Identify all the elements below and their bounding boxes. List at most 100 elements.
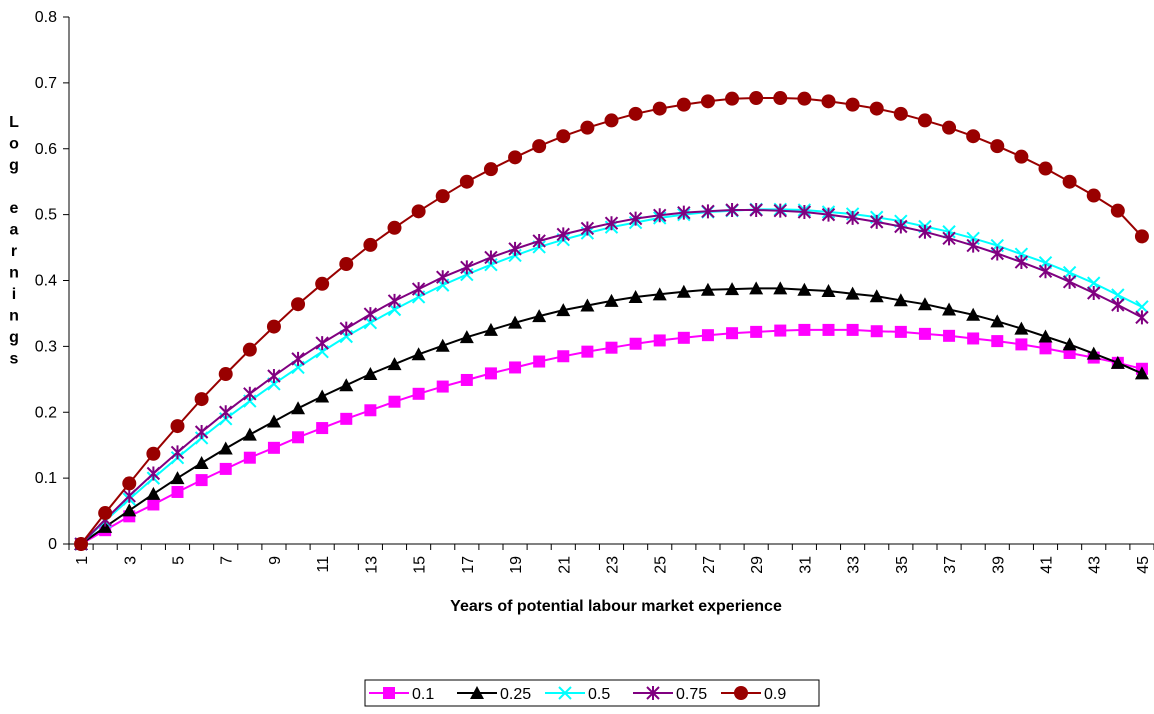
data-point <box>194 455 209 469</box>
data-point <box>676 97 691 112</box>
x-tick-label: 3 <box>122 556 139 565</box>
data-point <box>194 425 209 440</box>
data-point <box>894 325 907 338</box>
legend-item-0.5: 0.5 <box>545 686 610 703</box>
data-point <box>219 405 233 420</box>
data-point <box>556 129 571 144</box>
data-point <box>967 332 980 345</box>
x-tick-label: 29 <box>749 556 766 574</box>
data-point <box>750 325 763 338</box>
data-point <box>484 367 497 380</box>
data-point <box>363 237 378 252</box>
data-point <box>1038 329 1053 343</box>
data-point <box>267 441 280 454</box>
y-axis-label-letter: o <box>9 136 19 153</box>
legend-item-0.9: 0.9 <box>721 686 786 703</box>
data-point <box>459 174 474 189</box>
data-point <box>411 204 426 219</box>
data-point <box>773 91 788 106</box>
data-point <box>1134 366 1149 380</box>
data-point <box>966 129 981 144</box>
data-point <box>194 392 209 407</box>
series-0.9 <box>74 91 1149 551</box>
data-point <box>195 474 208 487</box>
series-0.75 <box>74 203 1149 551</box>
data-point <box>242 427 257 441</box>
legend-marker <box>383 687 395 699</box>
data-point <box>483 322 498 336</box>
data-point <box>628 106 643 121</box>
data-point <box>1110 355 1125 369</box>
data-point <box>387 220 402 235</box>
x-tick-label: 5 <box>171 556 188 565</box>
data-point <box>170 419 185 434</box>
data-point <box>870 214 884 229</box>
data-point <box>1110 203 1125 218</box>
x-tick-label: 13 <box>363 556 380 574</box>
data-point <box>556 303 571 317</box>
data-point <box>146 486 161 500</box>
data-point <box>798 323 811 336</box>
data-point <box>725 203 739 218</box>
x-tick-label: 19 <box>508 556 525 574</box>
data-point <box>508 315 523 329</box>
x-tick-label: 21 <box>556 556 573 574</box>
data-point <box>990 314 1005 328</box>
data-point <box>1039 342 1052 355</box>
x-tick-label: 33 <box>846 556 863 574</box>
data-point <box>845 97 860 112</box>
y-axis-label-letter: g <box>9 157 19 174</box>
data-point <box>315 336 329 351</box>
data-point <box>1087 286 1101 301</box>
y-axis-label-letter: n <box>9 308 19 325</box>
data-point <box>388 395 401 408</box>
data-point <box>508 150 523 165</box>
y-axis-label-letter: e <box>10 200 19 217</box>
x-tick-label: 31 <box>797 556 814 574</box>
data-point <box>942 120 957 135</box>
data-point <box>870 325 883 338</box>
data-point <box>532 309 547 323</box>
x-tick-label: 7 <box>219 556 236 565</box>
data-point <box>797 204 812 219</box>
y-tick-label: 0.5 <box>35 207 57 224</box>
data-point <box>822 323 835 336</box>
data-point <box>532 233 546 248</box>
data-point <box>893 106 908 121</box>
data-point <box>1015 338 1028 351</box>
data-point <box>893 293 908 307</box>
data-point <box>966 307 981 321</box>
y-axis: 0 0.1 0.2 0.3 0.4 0.5 0.6 0.7 0.8 <box>35 9 70 553</box>
data-point <box>387 293 402 308</box>
data-point <box>291 351 305 366</box>
data-point <box>340 412 353 425</box>
x-tick-label: 15 <box>412 556 429 574</box>
series-line <box>80 209 1143 545</box>
data-point <box>98 506 113 521</box>
y-axis-label-letter: i <box>12 286 16 303</box>
data-point <box>532 139 547 154</box>
data-point <box>146 446 161 461</box>
data-point <box>1134 229 1149 244</box>
data-point <box>436 270 450 285</box>
data-point <box>774 324 787 337</box>
data-point <box>556 227 570 242</box>
x-tick-label: 43 <box>1087 556 1104 574</box>
data-point <box>821 207 836 222</box>
data-point <box>677 331 690 344</box>
x-tick-label: 45 <box>1135 556 1152 574</box>
y-tick-label: 0 <box>48 536 57 553</box>
data-point <box>677 205 691 220</box>
data-point <box>122 488 136 503</box>
legend-marker <box>646 686 660 700</box>
data-point <box>1111 288 1125 302</box>
x-tick-label: 25 <box>653 556 670 574</box>
legend-marker <box>734 686 748 700</box>
data-point <box>412 387 425 400</box>
x-axis: 1 3 5 7 9 11 13 15 17 19 21 23 25 27 29 31 33 35 37 39 41 43 4… <box>68 543 1154 574</box>
data-point <box>460 373 473 386</box>
data-point <box>533 355 546 368</box>
data-point <box>339 321 353 336</box>
